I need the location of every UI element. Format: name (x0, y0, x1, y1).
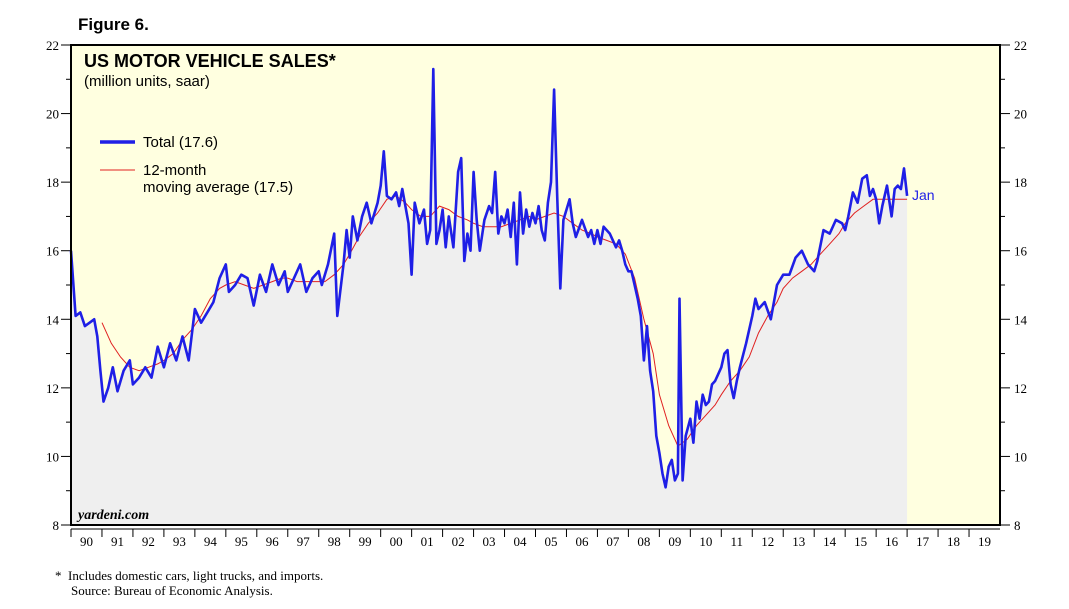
x-tick-label: 14 (823, 534, 837, 549)
y-tick-label-right: 16 (1014, 244, 1028, 259)
y-tick-label-left: 8 (53, 518, 60, 533)
y-tick-label-right: 12 (1014, 381, 1027, 396)
footnote-source: Source: Bureau of Economic Analysis. (71, 583, 273, 598)
x-tick-label: 97 (297, 534, 311, 549)
x-tick-label: 08 (637, 534, 650, 549)
y-tick-label-left: 10 (46, 449, 59, 464)
x-tick-label: 03 (483, 534, 496, 549)
watermark: yardeni.com (76, 508, 149, 523)
x-tick-label: 12 (761, 534, 774, 549)
y-tick-label-left: 16 (46, 244, 60, 259)
y-tick-label-left: 12 (46, 381, 59, 396)
chart-subtitle: (million units, saar) (84, 73, 210, 90)
y-tick-label-left: 14 (46, 312, 60, 327)
x-tick-label: 15 (854, 534, 867, 549)
y-tick-label-left: 20 (46, 107, 59, 122)
y-tick-label-right: 14 (1014, 312, 1028, 327)
plot-frame (70, 44, 1001, 526)
y-axis-right: 8 10 12 14 16 18 20 22 (1000, 38, 1028, 533)
x-tick-label: 90 (80, 534, 93, 549)
x-tick-label: 17 (916, 534, 930, 549)
legend-total-label: Total (17.6) (143, 134, 218, 151)
y-tick-label-right: 8 (1014, 518, 1021, 533)
x-tick-label: 05 (544, 534, 557, 549)
x-tick-label: 18 (947, 534, 960, 549)
y-tick-label-right: 10 (1014, 449, 1027, 464)
x-tick-label: 07 (606, 534, 620, 549)
y-axis-left: 8 10 12 14 16 18 20 22 (46, 38, 71, 533)
legend-ma-label-2: moving average (17.5) (143, 179, 293, 196)
total-line (69, 67, 909, 489)
x-tick-label: 95 (235, 534, 248, 549)
x-tick-label: 02 (452, 534, 465, 549)
figure-label: Figure 6. (78, 15, 149, 34)
x-tick-label: 10 (699, 534, 712, 549)
x-tick-label: 00 (390, 534, 403, 549)
x-tick-label: 92 (142, 534, 155, 549)
chart-title: US MOTOR VEHICLE SALES* (84, 51, 336, 71)
y-tick-label-right: 18 (1014, 175, 1027, 190)
x-tick-label: 11 (731, 534, 744, 549)
y-tick-label-left: 18 (46, 175, 59, 190)
x-tick-label: 98 (328, 534, 341, 549)
y-tick-label-right: 22 (1014, 38, 1027, 53)
end-label: Jan (912, 187, 935, 203)
x-tick-label: 04 (514, 534, 528, 549)
x-tick-label: 09 (668, 534, 681, 549)
footnote-includes: * Includes domestic cars, light trucks, … (55, 568, 323, 583)
x-tick-label: 01 (421, 534, 434, 549)
y-tick-label-left: 22 (46, 38, 59, 53)
x-tick-label: 16 (885, 534, 899, 549)
x-tick-label: 91 (111, 534, 124, 549)
x-tick-label: 13 (792, 534, 805, 549)
x-tick-label: 99 (359, 534, 372, 549)
x-tick-label: 93 (173, 534, 186, 549)
x-tick-label: 96 (266, 534, 280, 549)
x-tick-label: 19 (978, 534, 991, 549)
x-axis: 90 91 92 93 94 95 96 97 98 99 00 01 02 03 04 05 06 07 08 09… (70, 529, 991, 549)
x-tick-label: 94 (204, 534, 218, 549)
x-tick-label: 06 (575, 534, 589, 549)
legend-ma-label: 12-month (143, 162, 206, 179)
y-tick-label-right: 20 (1014, 107, 1027, 122)
